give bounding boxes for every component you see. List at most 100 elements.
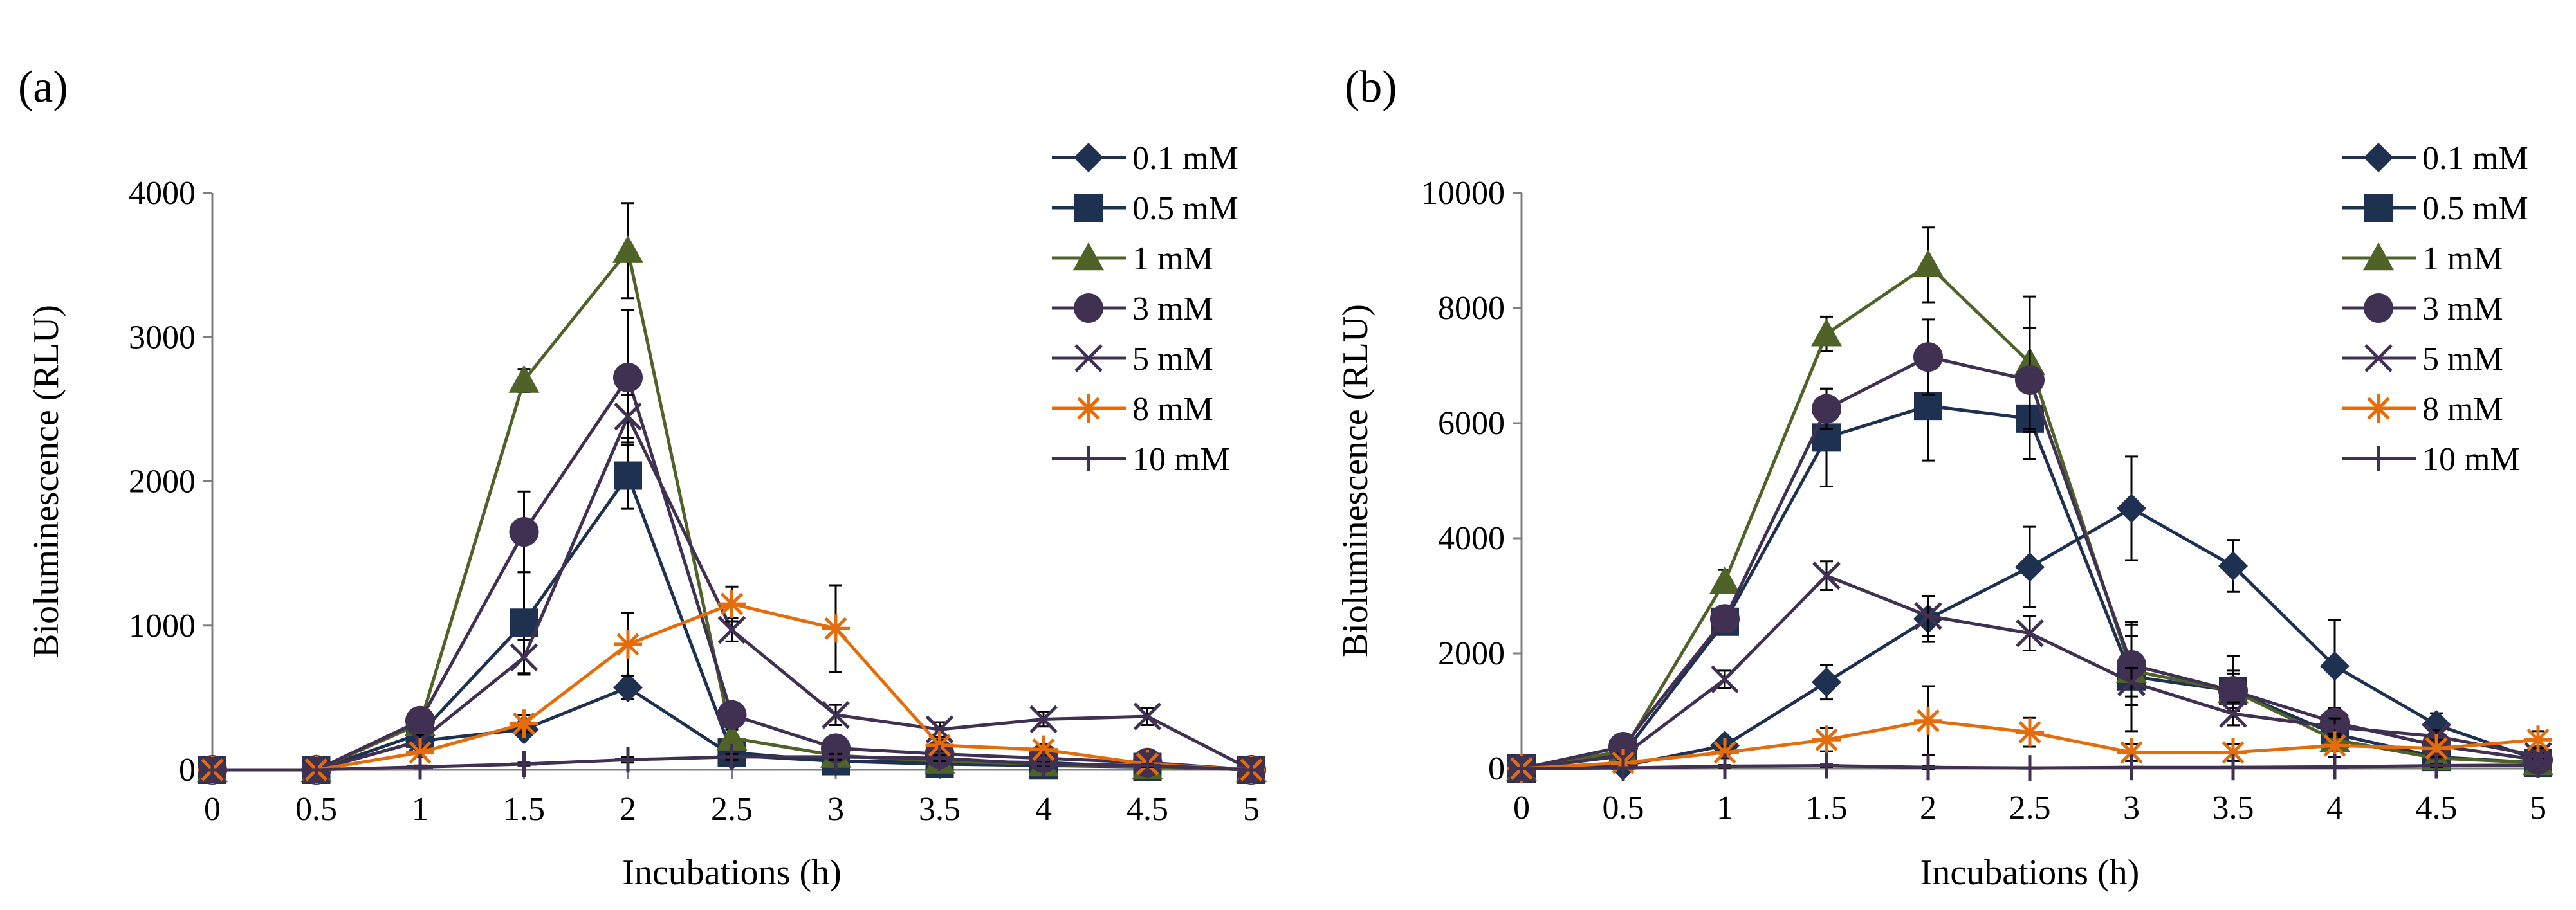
x-tick-label: 1 — [1716, 790, 1733, 826]
data-point — [1812, 725, 1841, 754]
legend-label: 3 mM — [2422, 291, 2503, 327]
y-tick-label: 1000 — [129, 608, 196, 644]
legend-marker — [1076, 446, 1101, 471]
data-point — [2422, 709, 2451, 740]
data-point — [1712, 753, 1738, 779]
legend-item: 1 mM — [2342, 241, 2503, 277]
x-axis-label: Incubations (h) — [622, 853, 842, 893]
data-point — [1914, 392, 1942, 421]
legend-marker — [2364, 293, 2393, 323]
legend-item: 0.5 mM — [1052, 190, 1238, 227]
legend-item: 1 mM — [1052, 241, 1213, 277]
legend-label: 3 mM — [1132, 291, 1213, 327]
data-point — [1812, 667, 1841, 697]
legend-marker — [2363, 242, 2394, 271]
data-point — [2219, 738, 2247, 767]
data-point — [303, 757, 329, 783]
y-tick-label: 6000 — [1438, 405, 1505, 442]
data-point — [717, 700, 747, 730]
x-tick-label: 2 — [620, 791, 636, 828]
legend-marker — [2366, 446, 2391, 471]
legend-label: 10 mM — [2422, 441, 2520, 478]
panel-b: (b) 0 2000 4000 6000 8000 10000 0 0.5 1 1.5 2 2.5 3 3… — [1336, 62, 2553, 893]
data-point — [1238, 757, 1264, 783]
data-point — [2321, 731, 2349, 760]
legend-marker — [1074, 293, 1103, 323]
data-point — [1812, 394, 1841, 424]
data-point — [511, 751, 537, 778]
data-point — [1711, 665, 1739, 694]
data-point — [406, 738, 434, 767]
data-point — [1913, 342, 1943, 372]
panel-a: (a) 0 1000 2000 3000 4000 0 0.5 1 1.5 2 2.5 3 3.5 4 4.… — [18, 62, 1267, 893]
legend-item: 5 mM — [1052, 341, 1213, 378]
y-tick-label: 4000 — [1438, 520, 1505, 557]
data-point — [613, 363, 643, 393]
legend-item: 5 mM — [2342, 341, 2503, 378]
data-point — [1811, 318, 1842, 347]
data-point — [2117, 650, 2146, 680]
data-point — [2016, 718, 2044, 747]
data-point — [2015, 365, 2045, 395]
data-point — [614, 402, 642, 431]
data-point — [822, 701, 850, 729]
x-tick-label: 3.5 — [919, 791, 961, 828]
x-tick-label: 1.5 — [503, 791, 545, 828]
x-tick-label: 3 — [827, 791, 844, 828]
legend-marker — [1074, 194, 1103, 222]
legend-item: 0.1 mM — [2342, 140, 2528, 177]
data-point — [1610, 755, 1636, 781]
x-tick-label: 0 — [1513, 790, 1530, 826]
legend-item: 8 mM — [2342, 391, 2503, 428]
data-point — [2218, 551, 2248, 581]
x-tick-label: 5 — [2530, 790, 2546, 826]
legend-label: 5 mM — [2422, 341, 2503, 378]
data-point — [2016, 619, 2044, 648]
data-point — [2117, 493, 2146, 523]
legend-label: 0.5 mM — [1132, 190, 1238, 227]
legend-label: 8 mM — [1132, 391, 1213, 428]
data-point — [1915, 754, 1941, 781]
data-point — [823, 743, 849, 770]
data-point — [2320, 651, 2350, 681]
y-tick-label: 2000 — [129, 464, 196, 500]
data-point — [1710, 604, 1740, 634]
panel-label-b: (b) — [1345, 62, 1397, 112]
data-point — [2422, 734, 2451, 763]
data-point — [510, 643, 538, 671]
y-axis-label: Bioluminescence (RLU) — [1336, 304, 1375, 657]
legend-item: 10 mM — [2342, 441, 2520, 478]
x-tick-label: 0.5 — [1603, 790, 1644, 826]
data-point — [1814, 752, 1839, 779]
legend: 0.1 mM 0.5 mM 1 mM 3 mM 5 mM 8 mM 10 mM — [1052, 140, 1238, 478]
data-point — [615, 747, 641, 773]
legend-marker — [2364, 394, 2393, 423]
legend-item: 3 mM — [2342, 291, 2503, 327]
x-tick-label: 2.5 — [711, 791, 753, 828]
legend: 0.1 mM 0.5 mM 1 mM 3 mM 5 mM 8 mM 10 mM — [2342, 140, 2528, 478]
data-point — [2220, 754, 2246, 781]
y-tick-label: 3000 — [129, 319, 196, 356]
x-tick-label: 5 — [1243, 791, 1260, 828]
series-10-mm — [199, 743, 1264, 783]
y-tick-label: 10000 — [1421, 175, 1505, 212]
data-point — [614, 630, 642, 659]
legend-item: 0.5 mM — [2342, 190, 2528, 227]
data-point — [2017, 755, 2043, 781]
data-point — [2219, 700, 2247, 728]
data-point — [2117, 668, 2146, 696]
series-1-mm — [197, 202, 1267, 783]
legend-label: 1 mM — [1132, 241, 1213, 277]
data-point — [2424, 752, 2449, 779]
data-point — [199, 757, 225, 783]
y-tick-label: 4000 — [129, 175, 196, 212]
data-point — [2525, 752, 2551, 778]
series-8-mm — [1507, 685, 2552, 783]
y-tick-label: 0 — [1488, 751, 1505, 787]
x-axis-label: Incubations (h) — [1920, 853, 2140, 893]
y-tick-label: 2000 — [1438, 635, 1505, 672]
x-tick-label: 1 — [412, 791, 428, 828]
x-tick-label: 4.5 — [2416, 790, 2458, 826]
data-point — [2119, 754, 2144, 781]
data-point — [1509, 756, 1534, 781]
